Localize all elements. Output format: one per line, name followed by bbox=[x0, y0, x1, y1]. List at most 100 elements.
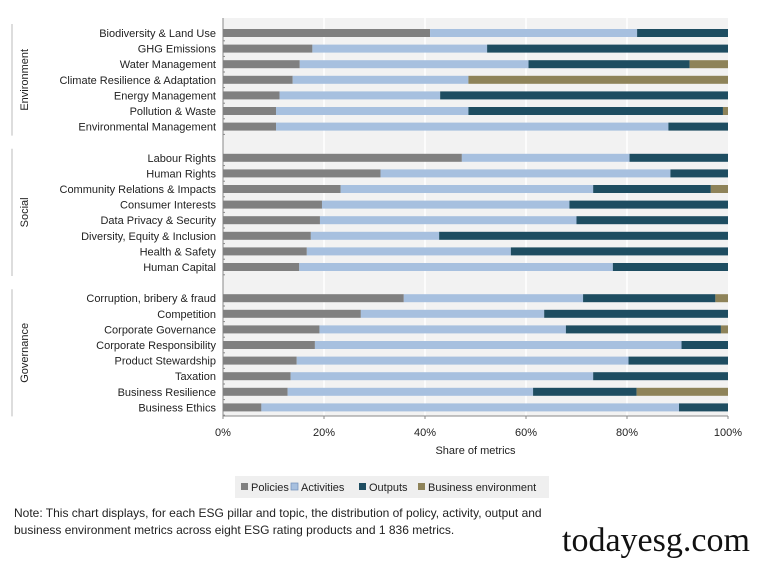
bar-segment-business-environment bbox=[715, 294, 728, 303]
bar-segment-business-environment bbox=[710, 185, 728, 193]
category-label: Pollution & Waste bbox=[130, 106, 216, 118]
bar-segment-activities bbox=[403, 294, 584, 303]
category-label: Corporate Governance bbox=[104, 324, 216, 336]
bar-segment-policies bbox=[223, 309, 361, 318]
category-label: Diversity, Equity & Inclusion bbox=[81, 231, 216, 243]
bar-segment-activities bbox=[321, 200, 570, 209]
x-tick-label: 40% bbox=[414, 427, 436, 439]
bar-segment-activities bbox=[312, 44, 488, 53]
category-label: Corruption, bribery & fraud bbox=[86, 293, 216, 305]
bar-segment-activities bbox=[319, 216, 577, 225]
bar-segment-outputs bbox=[668, 122, 728, 131]
category-label: Consumer Interests bbox=[120, 200, 216, 212]
category-label: Business Resilience bbox=[118, 387, 216, 399]
category-label: Corporate Responsibility bbox=[96, 340, 216, 352]
category-label: Energy Management bbox=[114, 90, 216, 102]
bar-segment-policies bbox=[223, 387, 288, 396]
bar-segment-activities bbox=[430, 29, 638, 37]
category-label: Labour Rights bbox=[148, 153, 217, 165]
stacked-bar-chart: 0% 20% 40% 60% 80% 100% Share of metrics Biodiv… bbox=[11, 18, 742, 498]
bar-segment-policies bbox=[223, 294, 404, 303]
legend-label: Activities bbox=[301, 482, 345, 494]
legend-swatch bbox=[418, 483, 425, 490]
bar-segment-activities bbox=[314, 341, 682, 349]
legend-label: Business environment bbox=[428, 482, 536, 494]
category-label: Community Relations & Impacts bbox=[60, 184, 217, 196]
bar-segment-outputs bbox=[637, 29, 728, 37]
category-label: GHG Emissions bbox=[138, 44, 217, 56]
group-label: Social bbox=[19, 197, 31, 227]
bar-segment-outputs bbox=[565, 325, 721, 334]
bar-segment-activities bbox=[299, 60, 529, 69]
bar-segment-outputs bbox=[593, 185, 711, 193]
bar-segment-outputs bbox=[439, 231, 728, 240]
bar-segment-activities bbox=[340, 185, 594, 193]
bar-segment-policies bbox=[223, 153, 462, 162]
bar-segment-activities bbox=[319, 325, 566, 334]
bar-segment-outputs bbox=[612, 263, 728, 271]
bar-segment-policies bbox=[223, 403, 262, 412]
bar-segment-policies bbox=[223, 44, 313, 53]
x-tick-label: 0% bbox=[215, 427, 231, 439]
bar-segment-policies bbox=[223, 169, 381, 178]
bar-segment-business-environment bbox=[689, 60, 728, 69]
category-label: Data Privacy & Security bbox=[100, 215, 216, 227]
legend-label: Outputs bbox=[369, 482, 408, 494]
bar-segment-policies bbox=[223, 325, 320, 334]
bar-segment-policies bbox=[223, 263, 300, 271]
legend-swatch bbox=[290, 482, 299, 491]
bar-segment-activities bbox=[292, 75, 469, 84]
bar-segment-activities bbox=[461, 153, 630, 162]
bar-segment-outputs bbox=[576, 216, 728, 225]
bar-segment-outputs bbox=[629, 153, 728, 162]
bar-segment-policies bbox=[223, 216, 320, 225]
legend-swatch bbox=[241, 483, 248, 490]
category-label: Water Management bbox=[120, 59, 216, 71]
bar-segment-activities bbox=[287, 387, 534, 396]
bar-segment-policies bbox=[223, 75, 293, 84]
bar-segment-activities bbox=[279, 91, 441, 100]
bar-segment-activities bbox=[276, 122, 669, 131]
bar-segment-policies bbox=[223, 341, 315, 349]
bar-segment-outputs bbox=[593, 372, 728, 381]
legend bbox=[235, 476, 549, 498]
bar-segment-policies bbox=[223, 29, 431, 37]
bar-segment-activities bbox=[380, 169, 671, 178]
bar-segment-outputs bbox=[679, 403, 728, 412]
x-tick-label: 80% bbox=[616, 427, 638, 439]
legend-label: Policies bbox=[251, 482, 289, 494]
bar-segment-outputs bbox=[468, 107, 723, 115]
bar-segment-business-environment bbox=[468, 75, 728, 84]
bar-segment-activities bbox=[290, 372, 594, 381]
bar-segment-policies bbox=[223, 107, 277, 115]
chart-note: Note: This chart displays, for each ESG … bbox=[14, 506, 542, 537]
bar-segment-activities bbox=[306, 247, 511, 256]
bar-segment-policies bbox=[223, 91, 280, 100]
category-label: Environmental Management bbox=[78, 122, 216, 134]
x-axis-label: Share of metrics bbox=[435, 445, 516, 457]
bar-segment-policies bbox=[223, 60, 300, 69]
category-label: Product Stewardship bbox=[115, 356, 217, 368]
bar-segment-activities bbox=[360, 309, 545, 318]
bar-segment-activities bbox=[310, 231, 440, 240]
category-label: Biodiversity & Land Use bbox=[99, 28, 216, 40]
bar-segment-activities bbox=[299, 263, 613, 271]
bar-segment-policies bbox=[223, 372, 291, 381]
bar-segment-policies bbox=[223, 247, 307, 256]
x-tick-label: 20% bbox=[313, 427, 335, 439]
bar-segment-activities bbox=[296, 356, 629, 365]
x-tick-label: 60% bbox=[515, 427, 537, 439]
bar-segment-activities bbox=[276, 107, 469, 115]
bar-segment-outputs bbox=[533, 387, 637, 396]
bar-segment-outputs bbox=[440, 91, 728, 100]
bar-segment-policies bbox=[223, 122, 277, 131]
category-label: Human Capital bbox=[143, 262, 216, 274]
bar-segment-business-environment bbox=[722, 107, 728, 115]
group-label: Environment bbox=[19, 49, 31, 111]
bar-segment-outputs bbox=[544, 309, 728, 318]
legend-swatch bbox=[359, 483, 366, 490]
watermark: todayesg.com bbox=[562, 522, 750, 559]
category-label: Health & Safety bbox=[140, 246, 217, 258]
category-label: Competition bbox=[157, 309, 216, 321]
category-label: Business Ethics bbox=[138, 402, 216, 414]
